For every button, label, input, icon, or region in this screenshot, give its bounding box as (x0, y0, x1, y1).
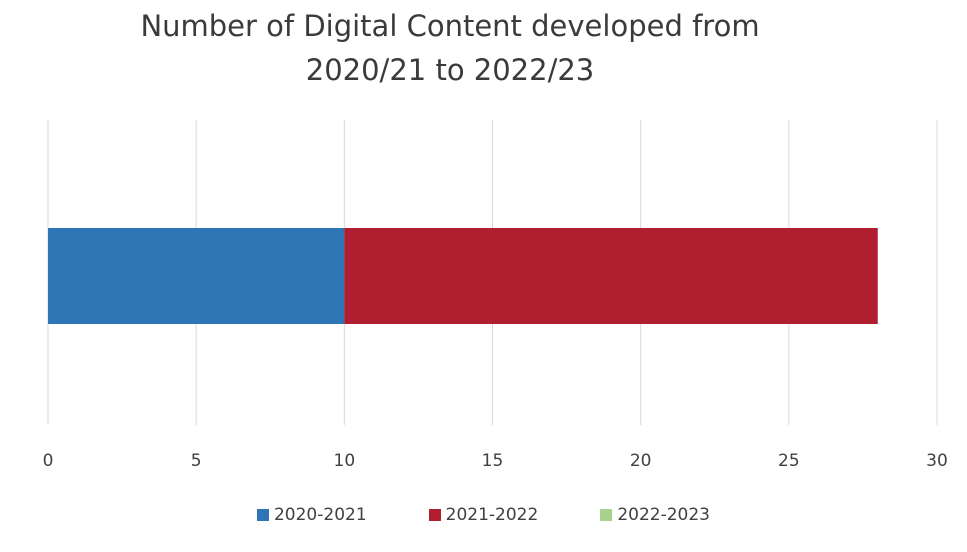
x-tick-label-15: 15 (482, 451, 504, 471)
legend-item-2020-2021: 2020-2021 (256, 505, 367, 525)
legend-swatch (600, 509, 613, 521)
x-tick-label-20: 20 (630, 451, 652, 471)
bars (48, 228, 878, 324)
x-axis-ticks: 0 5 10 15 20 25 30 (43, 451, 948, 471)
x-tick-label-0: 0 (43, 451, 54, 471)
legend-label: 2020-2021 (273, 505, 367, 525)
legend-swatch (428, 509, 441, 521)
x-tick-label-10: 10 (334, 451, 356, 471)
x-tick-label-25: 25 (778, 451, 800, 471)
x-tick-label-30: 30 (926, 451, 948, 471)
legend-label: 2021-2022 (445, 505, 539, 525)
chart-title-line-2: 2020/21 to 2022/23 (305, 53, 595, 87)
x-tick-label-5: 5 (191, 451, 202, 471)
bar-segment-2020-2021 (48, 228, 345, 324)
chart-title-line-1: Number of Digital Content developed from (140, 9, 760, 43)
chart-title: Number of Digital Content developed from… (60, 4, 840, 92)
bar-segment-2021-2022 (344, 228, 878, 324)
legend: 2020-2021 2021-2022 2022-2023 (0, 505, 967, 525)
legend-item-2021-2022: 2021-2022 (428, 505, 539, 525)
legend-item-2022-2023: 2022-2023 (600, 505, 710, 525)
legend-label: 2022-2023 (617, 505, 710, 525)
legend-swatch (256, 509, 269, 521)
